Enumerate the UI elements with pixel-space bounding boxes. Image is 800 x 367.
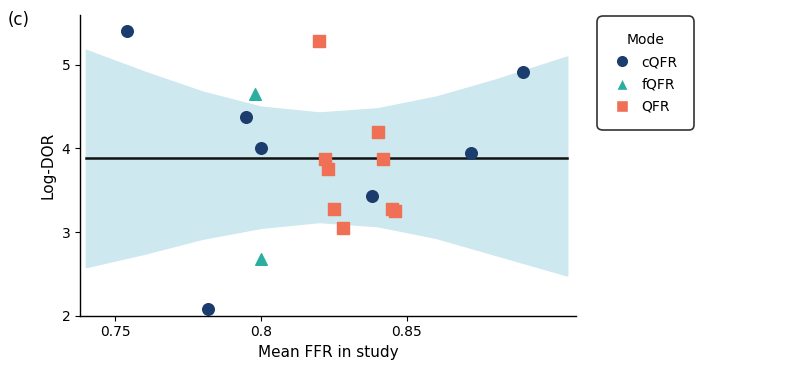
- QFR: [386, 206, 398, 211]
- QFR: [336, 225, 349, 231]
- Legend: cQFR, fQFR, QFR: cQFR, fQFR, QFR: [602, 22, 689, 125]
- cQFR: [202, 306, 214, 312]
- QFR: [313, 39, 326, 44]
- QFR: [318, 156, 331, 162]
- cQFR: [240, 114, 253, 120]
- Y-axis label: Log-DOR: Log-DOR: [41, 131, 56, 199]
- Text: (c): (c): [8, 11, 30, 29]
- cQFR: [366, 193, 378, 199]
- fQFR: [254, 256, 267, 262]
- cQFR: [254, 145, 267, 151]
- fQFR: [249, 91, 262, 97]
- cQFR: [465, 150, 478, 156]
- cQFR: [120, 29, 133, 34]
- X-axis label: Mean FFR in study: Mean FFR in study: [258, 345, 398, 360]
- QFR: [322, 166, 334, 172]
- QFR: [377, 156, 390, 162]
- QFR: [389, 208, 402, 214]
- QFR: [371, 129, 384, 135]
- cQFR: [517, 69, 530, 75]
- QFR: [327, 207, 340, 212]
